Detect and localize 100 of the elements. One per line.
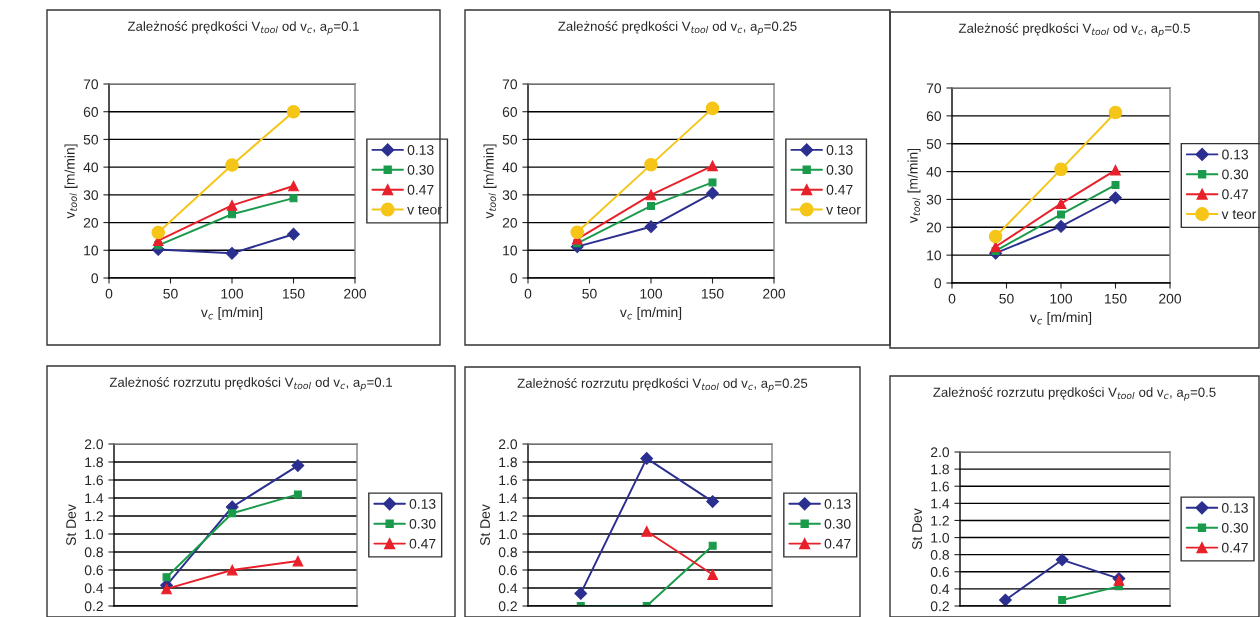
- legend-label: 0.30: [1222, 169, 1249, 180]
- y-axis-title: St Dev: [912, 508, 922, 550]
- y-tick-label: 0: [934, 278, 942, 289]
- y-tick-label: 1.0: [931, 532, 950, 543]
- x-tick-label: 200: [763, 288, 786, 299]
- y-tick-label: 40: [83, 162, 99, 173]
- y-tick-label: 0.4: [84, 583, 104, 594]
- chart-title: Zależność prędkości V$_{tool}$ od v$_{c}$, a$_{p}$=0.5: [958, 23, 1190, 37]
- y-axis-title: St Dev: [66, 504, 76, 546]
- x-tick-label: 50: [163, 288, 178, 299]
- x-tick-label: 100: [1050, 293, 1073, 304]
- y-tick-label: 1.4: [931, 498, 950, 509]
- y-tick-label: 40: [926, 166, 942, 177]
- chart-title: Zależność rozrzutu prędkości V$_{tool}$ od v$_{c}$, a$_{p}$=0.1: [109, 377, 392, 391]
- y-tick-label: 20: [502, 217, 518, 228]
- y-tick-label: 60: [83, 107, 99, 117]
- y-tick-label: 1.2: [499, 511, 517, 522]
- y-tick-label: 1.2: [931, 515, 949, 526]
- x-tick-label: 50: [582, 288, 597, 299]
- y-tick-label: 1.6: [499, 475, 517, 486]
- y-tick-label: 0.6: [84, 565, 103, 576]
- chart-title: Zależność prędkości V$_{tool}$ od v$_{c}$, a$_{p}$=0.25: [558, 21, 797, 35]
- legend-label: 0.13: [1221, 503, 1248, 513]
- legend-label: 0.30: [407, 164, 434, 175]
- y-tick-label: 1.8: [85, 457, 103, 468]
- y-tick-label: 1.8: [499, 457, 517, 468]
- x-tick-label: 50: [999, 293, 1014, 304]
- y-tick-label: 1.0: [499, 529, 518, 540]
- y-tick-label: 30: [926, 194, 942, 205]
- y-tick-label: 0.8: [498, 547, 517, 558]
- y-tick-label: 1.6: [85, 475, 103, 486]
- legend-label: 0.13: [824, 499, 851, 509]
- y-tick-label: 2.0: [498, 439, 518, 450]
- y-tick-label: 10: [84, 245, 99, 256]
- y-tick-label: 50: [926, 139, 942, 149]
- legend-label: 0.30: [826, 164, 853, 175]
- y-tick-label: 0.8: [930, 550, 949, 560]
- y-tick-label: 0: [91, 273, 99, 284]
- chart-title: Zależność prędkości V$_{tool}$ od v$_{c}$, a$_{p}$=0.1: [127, 21, 359, 35]
- x-axis-title: v$_{c}$ [m/min]: [619, 306, 682, 320]
- legend-label: 0.13: [1222, 149, 1248, 160]
- y-tick-label: 30: [83, 190, 99, 201]
- x-tick-label: 150: [282, 288, 305, 299]
- x-tick-label: 100: [640, 288, 663, 299]
- legend-label: 0.47: [409, 538, 436, 549]
- y-tick-label: 0.4: [498, 583, 518, 594]
- y-tick-label: 0.2: [930, 601, 949, 612]
- y-axis-title: v$_{tool}$ [m/min]: [483, 144, 497, 219]
- y-tick-label: 20: [83, 217, 99, 228]
- legend-label: 0.30: [1221, 522, 1248, 533]
- y-tick-label: 70: [926, 83, 942, 94]
- y-tick-label: 20: [926, 222, 942, 233]
- y-axis-title: v$_{tool}$ [m/min]: [64, 144, 78, 219]
- x-tick-label: 0: [524, 288, 532, 299]
- y-tick-label: 10: [927, 250, 942, 261]
- y-axis-title: St Dev: [480, 504, 490, 546]
- y-tick-label: 1.4: [85, 493, 104, 504]
- y-tick-label: 1.2: [85, 511, 103, 522]
- legend-label: 0.13: [826, 145, 853, 155]
- y-tick-label: 0: [510, 273, 518, 284]
- y-tick-label: 30: [502, 190, 518, 201]
- legend-label: 0.47: [826, 184, 853, 195]
- y-tick-label: 1.0: [85, 529, 104, 540]
- x-tick-label: 0: [105, 288, 113, 299]
- y-tick-label: 70: [502, 79, 518, 90]
- y-tick-label: 1.8: [931, 464, 949, 475]
- y-tick-label: 40: [502, 162, 518, 173]
- x-tick-label: 200: [344, 288, 367, 299]
- legend-label: 0.13: [409, 499, 436, 509]
- x-tick-label: 150: [701, 288, 724, 299]
- y-tick-label: 0.2: [84, 601, 103, 612]
- legend-label: 0.47: [1221, 542, 1248, 553]
- y-tick-label: 70: [83, 79, 99, 90]
- x-axis-title: v$_{c}$ [m/min]: [200, 306, 263, 320]
- x-tick-label: 100: [221, 288, 244, 299]
- x-tick-label: 150: [1104, 293, 1127, 304]
- legend-label: v teor: [826, 205, 861, 215]
- legend-label: 0.30: [824, 518, 851, 529]
- legend-label: 0.47: [824, 538, 851, 549]
- y-tick-label: 10: [503, 245, 518, 256]
- y-tick-label: 60: [926, 111, 942, 122]
- legend-label: v teor: [1221, 209, 1257, 220]
- y-tick-label: 2.0: [84, 439, 104, 450]
- x-tick-label: 200: [1159, 293, 1182, 304]
- y-tick-label: 0.6: [930, 567, 949, 577]
- y-tick-label: 0.6: [498, 565, 517, 576]
- y-tick-label: 60: [502, 107, 518, 117]
- y-tick-label: 50: [83, 134, 99, 145]
- y-axis-title: v$_{tool}$ [m/min]: [907, 148, 921, 224]
- y-tick-label: 0.4: [930, 584, 950, 595]
- y-tick-label: 1.6: [931, 481, 949, 492]
- legend-label: 0.13: [407, 145, 434, 155]
- y-tick-label: 50: [502, 134, 518, 145]
- y-tick-label: 1.4: [499, 493, 518, 504]
- chart-title: Zależność rozrzutu prędkości V$_{tool}$ od v$_{c}$, a$_{p}$=0.25: [517, 378, 808, 392]
- y-tick-label: 0.8: [84, 547, 103, 558]
- legend-label: 0.47: [407, 184, 434, 195]
- legend-label: 0.30: [409, 518, 436, 529]
- y-tick-label: 2.0: [930, 447, 950, 458]
- chart-title: Zależność rozrzutu prędkości V$_{tool}$ od v$_{c}$, a$_{p}$=0.5: [933, 387, 1216, 401]
